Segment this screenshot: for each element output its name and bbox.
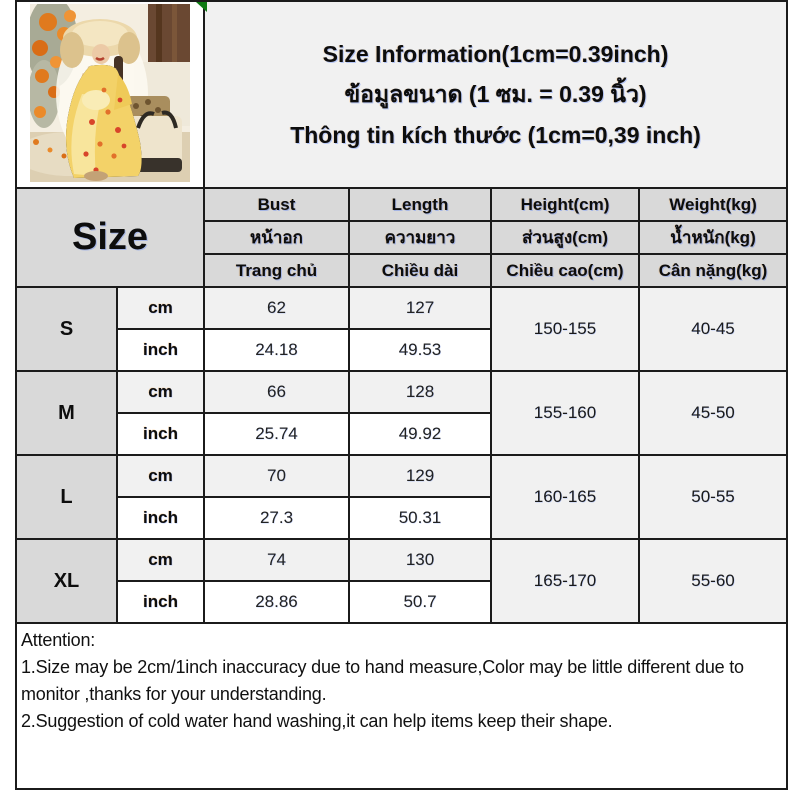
unit-label-cm: cm xyxy=(116,370,205,414)
bust-l-inch: 27.3 xyxy=(203,496,350,540)
size-table: Size Information(1cm=0.39inch) ข้อมูลขนา… xyxy=(14,0,789,790)
bust-m-cm: 66 xyxy=(203,370,350,414)
header-length-th: ความยาว xyxy=(348,220,492,255)
weight-l: 50-55 xyxy=(637,454,789,540)
height-xl: 165-170 xyxy=(490,538,640,624)
length-xl-cm: 130 xyxy=(348,538,492,582)
header-weight-th: น้ำหนัก(kg) xyxy=(637,220,789,255)
header-bust-vi: Trang chủ xyxy=(203,253,350,288)
weight-xl: 55-60 xyxy=(637,538,789,624)
unit-label-inch: inch xyxy=(116,328,205,372)
title-english: Size Information(1cm=0.39inch) xyxy=(322,40,669,67)
header-weight-vi: Cân nặng(kg) xyxy=(637,253,789,288)
header-length-en: Length xyxy=(348,187,492,222)
length-m-cm: 128 xyxy=(348,370,492,414)
unit-label-cm: cm xyxy=(116,454,205,498)
length-m-inch: 49.92 xyxy=(348,412,492,456)
attention-heading: Attention: xyxy=(21,630,96,650)
bust-xl-inch: 28.86 xyxy=(203,580,350,624)
header-height-en: Height(cm) xyxy=(490,187,640,222)
bust-m-inch: 25.74 xyxy=(203,412,350,456)
weight-s: 40-45 xyxy=(637,286,789,372)
unit-label-inch: inch xyxy=(116,580,205,624)
header-weight-en: Weight(kg) xyxy=(637,187,789,222)
header-height-th: ส่วนสูง(cm) xyxy=(490,220,640,255)
weight-m: 45-50 xyxy=(637,370,789,456)
bust-l-cm: 70 xyxy=(203,454,350,498)
height-m: 155-160 xyxy=(490,370,640,456)
unit-label-inch: inch xyxy=(116,412,205,456)
attention-note-1: 1.Size may be 2cm/1inch inaccuracy due t… xyxy=(21,657,744,704)
size-column-header: Size xyxy=(15,187,205,288)
bust-s-inch: 24.18 xyxy=(203,328,350,372)
header-length-vi: Chiều dài xyxy=(348,253,492,288)
bust-xl-cm: 74 xyxy=(203,538,350,582)
size-info-title-cell: Size Information(1cm=0.39inch) ข้อมูลขนา… xyxy=(202,0,789,189)
header-bust-th: หน้าอก xyxy=(203,220,350,255)
length-l-cm: 129 xyxy=(348,454,492,498)
length-s-cm: 127 xyxy=(348,286,492,330)
attention-note-2: 2.Suggestion of cold water hand washing,… xyxy=(21,711,613,731)
attention-section: Attention: 1.Size may be 2cm/1inch inacc… xyxy=(14,622,789,790)
bust-s-cm: 62 xyxy=(203,286,350,330)
unit-label-cm: cm xyxy=(116,538,205,582)
length-l-inch: 50.31 xyxy=(348,496,492,540)
height-s: 150-155 xyxy=(490,286,640,372)
title-thai: ข้อมูลขนาด (1 ซม. = 0.39 นิ้ว) xyxy=(344,80,647,107)
length-xl-inch: 50.7 xyxy=(348,580,492,624)
size-row-xl: XL xyxy=(15,538,118,624)
size-row-m: M xyxy=(15,370,118,456)
length-s-inch: 49.53 xyxy=(348,328,492,372)
title-vietnamese: Thông tin kích thước (1cm=0,39 inch) xyxy=(290,121,701,148)
size-row-l: L xyxy=(15,454,118,540)
header-bust-en: Bust xyxy=(203,187,350,222)
product-photo xyxy=(18,3,190,186)
green-corner-marker-icon xyxy=(196,2,207,12)
unit-label-inch: inch xyxy=(116,496,205,540)
product-photo-cell xyxy=(15,0,205,189)
unit-label-cm: cm xyxy=(116,286,205,330)
size-row-s: S xyxy=(15,286,118,372)
header-height-vi: Chiều cao(cm) xyxy=(490,253,640,288)
height-l: 160-165 xyxy=(490,454,640,540)
